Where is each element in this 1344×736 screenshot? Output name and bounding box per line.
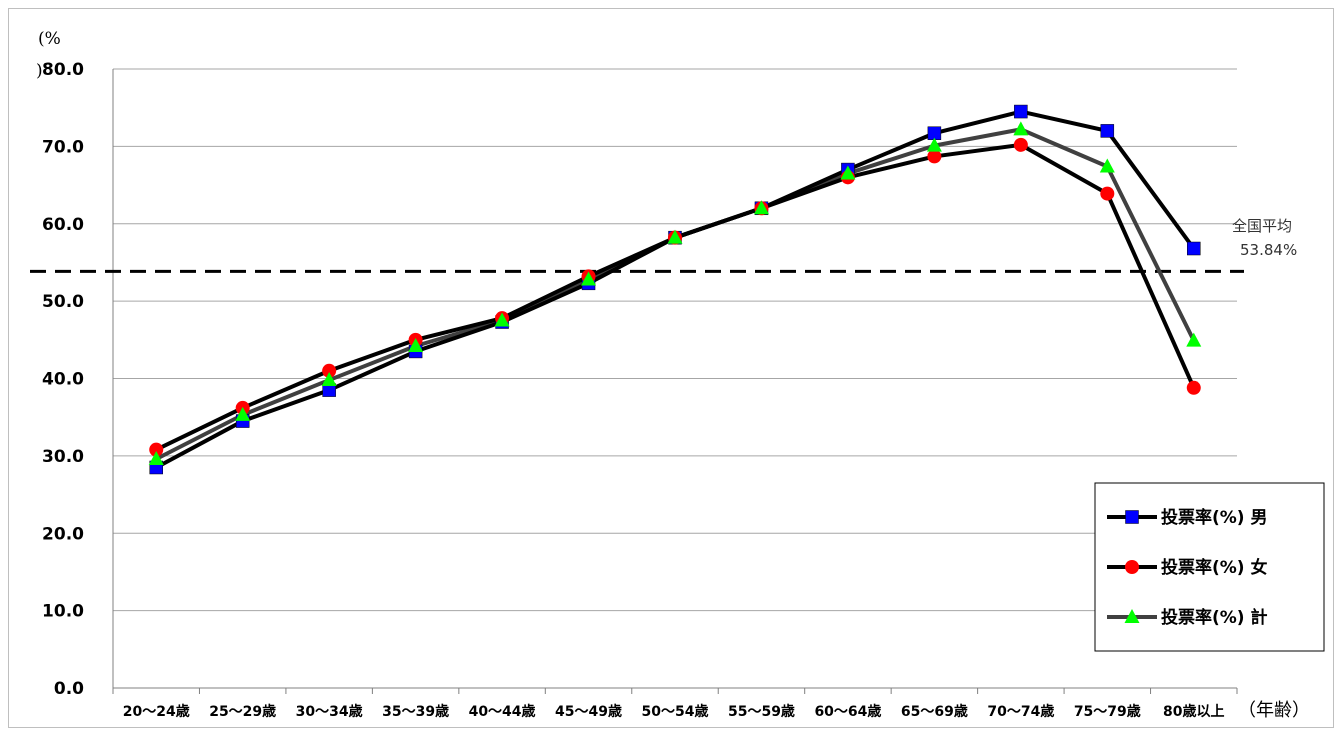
- point-triangle: [321, 372, 337, 387]
- point-circle: [1013, 137, 1028, 152]
- x-tick-label: 50～54歳: [642, 703, 709, 720]
- x-tick-label: 35～39歳: [382, 703, 449, 720]
- point-circle: [322, 363, 337, 378]
- x-axis-unit: （年齢）: [1238, 700, 1310, 721]
- series-markers: [148, 104, 1202, 475]
- series-lines: [155, 109, 1196, 470]
- legend-marker-square: [1125, 510, 1139, 524]
- y-tick-label: 40.0: [42, 370, 84, 390]
- x-tick-label: 80歳以上: [1163, 703, 1224, 720]
- point-circle: [149, 442, 164, 457]
- x-tick-label: 25～29歳: [209, 703, 276, 720]
- point-circle: [1186, 380, 1201, 395]
- point-triangle: [753, 200, 769, 215]
- point-triangle: [148, 450, 164, 465]
- point-circle: [927, 149, 942, 164]
- point-square: [1187, 241, 1201, 256]
- point-triangle: [1013, 121, 1029, 136]
- y-tick-label: 10.0: [42, 602, 84, 622]
- x-tick-label: 65～69歳: [901, 703, 968, 720]
- point-circle: [1100, 186, 1115, 201]
- legend-label: 投票率(%) 女: [1161, 557, 1268, 578]
- series-line-2: [155, 127, 1196, 461]
- average-value-label: 53.84%: [1240, 241, 1297, 259]
- point-triangle: [235, 406, 251, 421]
- y-axis-ticks: 0.0 10.0 20.0 30.0 40.0 50.0 60.0 70.0 80.0: [42, 60, 84, 699]
- legend-label: 投票率(%) 計: [1161, 607, 1268, 628]
- average-label: 全国平均: [1232, 217, 1292, 235]
- x-tick-label: 70～74歳: [987, 703, 1054, 720]
- x-tick-label: 30～34歳: [296, 703, 363, 720]
- point-square: [1014, 104, 1028, 119]
- x-tick-label: 20～24歳: [123, 703, 190, 720]
- x-tick-label: 75～79歳: [1074, 703, 1141, 720]
- x-tick-label: 40～44歳: [469, 703, 536, 720]
- legend-marker-triangle: [1124, 609, 1140, 623]
- x-tick-label: 55～59歳: [728, 703, 795, 720]
- reference-line: 全国平均 53.84%: [30, 217, 1297, 273]
- grid-lines: [112, 68, 1238, 694]
- x-tick-label: 45～49歳: [555, 703, 622, 720]
- series-line-1: [155, 142, 1196, 452]
- y-tick-label: 80.0: [42, 60, 84, 80]
- y-tick-label: 60.0: [42, 215, 84, 235]
- point-triangle: [667, 229, 683, 244]
- y-tick-label: 30.0: [42, 447, 84, 467]
- y-tick-label: 50.0: [42, 292, 84, 312]
- series-line-0: [155, 109, 1196, 470]
- point-triangle: [840, 165, 856, 180]
- y-axis-unit: (%): [36, 29, 61, 81]
- legend-marker-circle: [1125, 560, 1139, 574]
- point-square: [1100, 124, 1115, 138]
- point-triangle: [494, 312, 510, 327]
- y-tick-label: 20.0: [42, 524, 84, 544]
- x-axis-ticks: 20～24歳 25～29歳 30～34歳 35～39歳 40～44歳 45～49歳 50～5…: [123, 703, 1225, 720]
- x-tick-label: 60～64歳: [814, 703, 881, 720]
- point-triangle: [1099, 158, 1115, 173]
- point-triangle: [1186, 332, 1202, 347]
- point-triangle: [926, 137, 942, 152]
- point-triangle: [408, 338, 424, 353]
- y-tick-label: 70.0: [42, 137, 84, 157]
- legend-label: 投票率(%) 男: [1161, 507, 1268, 528]
- point-triangle: [581, 271, 597, 286]
- y-tick-label: 0.0: [54, 679, 84, 699]
